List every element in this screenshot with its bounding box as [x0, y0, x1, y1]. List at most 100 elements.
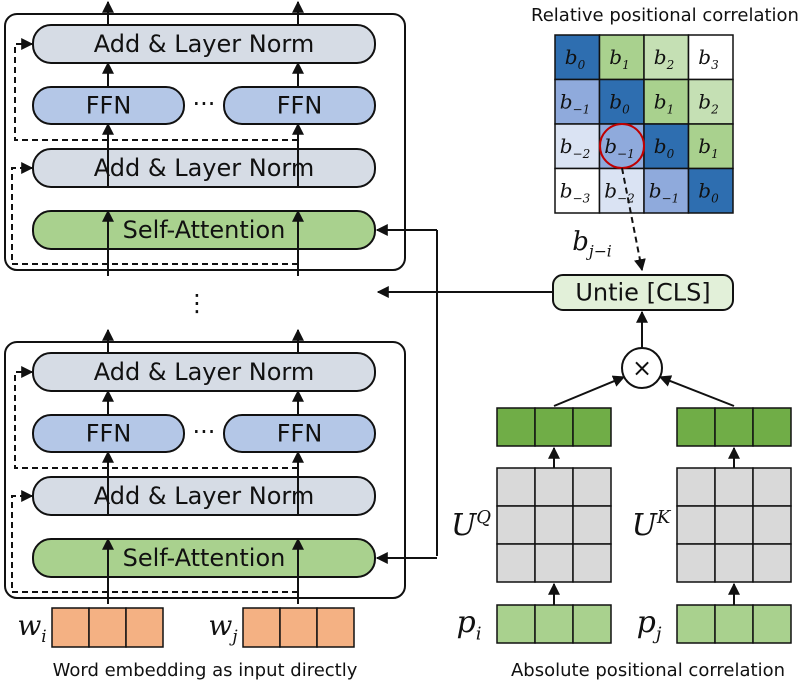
matrix-cell-label-sub: −2	[573, 147, 591, 161]
matrix-cell-label: b−1	[604, 134, 635, 161]
word-j-label-sub: j	[228, 626, 237, 646]
matrix-cell-label-sub: 0	[622, 103, 630, 117]
projected-cell	[676, 407, 716, 447]
ffn-box-label: FFN	[86, 420, 132, 448]
matrix-cell-label: b0	[565, 45, 586, 72]
weight-cell	[572, 543, 612, 583]
key-position-label: pj	[637, 605, 662, 645]
add-norm-top-label: Add & Layer Norm	[94, 358, 314, 386]
weight-cell	[534, 505, 574, 545]
add-norm-bottom: Add & Layer Norm	[32, 476, 376, 516]
matrix-cell-label-base: b	[604, 134, 617, 158]
matrix-cell-label: b−3	[560, 179, 591, 206]
position-cell	[496, 604, 536, 644]
encoder-layer-frame	[4, 13, 406, 271]
matrix-cell-label: b1	[609, 45, 629, 72]
matrix-cell-label: b−2	[604, 179, 635, 206]
key-position-label-base: p	[637, 605, 656, 640]
word-embedding-caption: Word embedding as input directly	[53, 660, 358, 681]
word-j-embedding: wj	[208, 607, 355, 648]
matrix-cell-label-sub: 0	[711, 192, 719, 206]
matrix-cell-label-base: b	[654, 45, 667, 69]
matrix-cell-label-base: b	[698, 134, 711, 158]
matrix-cell-label: b0	[654, 134, 675, 161]
projected-cell	[714, 407, 754, 447]
bias-label-sub: j−i	[586, 243, 612, 261]
ffn-box-label: FFN	[277, 420, 323, 448]
query-weight-label-base: U	[451, 508, 478, 543]
embedding-cell	[242, 607, 281, 648]
add-norm-bottom-label: Add & Layer Norm	[94, 154, 314, 182]
matrix-cell-label: b2	[654, 45, 674, 72]
matrix-cell	[643, 167, 690, 214]
query-to-multiply	[553, 375, 626, 407]
relative-title: Relative positional correlation	[531, 5, 799, 26]
matrix-cell-label-base: b	[649, 179, 662, 203]
encoder-layer-1: Add & Layer Norm FFN FFN ··· Add & Layer Nor…	[4, 0, 437, 276]
weight-cell	[676, 505, 716, 545]
position-cell	[714, 604, 754, 644]
matrix-cell-label-sub: −2	[617, 192, 635, 206]
matrix-cell-label-sub: 1	[622, 58, 630, 72]
multiply-symbol: ×	[632, 354, 652, 382]
key-position-label-sub: j	[652, 624, 662, 645]
matrix-cell-label-base: b	[604, 179, 617, 203]
weight-cell	[752, 505, 792, 545]
untie-cls-box: Untie [CLS]	[552, 274, 734, 311]
key-weight-label-sup: K	[656, 507, 672, 528]
encoder-layer-frame	[4, 341, 406, 599]
matrix-cell-label-sub: 0	[578, 58, 586, 72]
self-attention-box: Self-Attention	[32, 538, 376, 578]
bias-lookup-arrow	[621, 167, 646, 272]
weight-cell	[572, 505, 612, 545]
matrix-cell-label: b0	[698, 179, 719, 206]
weight-cell	[496, 467, 536, 507]
matrix-cell-label-sub: 1	[711, 147, 719, 161]
word-j-label-base: w	[208, 609, 232, 642]
ffn-box-label: FFN	[86, 92, 132, 120]
matrix-cell-label: b1	[654, 90, 674, 117]
matrix-cell-label-base: b	[560, 179, 573, 203]
projected-cell	[572, 407, 612, 447]
matrix-cell-label-sub: −3	[573, 192, 591, 206]
absolute-caption: Absolute positional correlation	[511, 660, 785, 681]
matrix-cell	[598, 34, 645, 81]
weight-cell	[534, 467, 574, 507]
ffn-box: FFN	[223, 86, 376, 125]
word-i-label-base: w	[17, 609, 41, 642]
matrix-cell-label-base: b	[698, 45, 711, 69]
matrix-cell-label-base: b	[565, 45, 578, 69]
ffn-box: FFN	[32, 86, 185, 125]
matrix-cell-label: b1	[698, 134, 718, 161]
residual-connection	[14, 38, 298, 141]
position-cell	[676, 604, 716, 644]
embedding-cell	[125, 607, 164, 648]
residual-connection	[14, 366, 298, 469]
ffn-ellipsis: ···	[193, 418, 216, 446]
key-weight-label-base: U	[632, 508, 659, 543]
ffn-ellipsis: ···	[193, 90, 216, 118]
add-norm-bottom-label: Add & Layer Norm	[94, 482, 314, 510]
matrix-cell	[554, 167, 601, 214]
word-j-label: wj	[208, 609, 237, 646]
matrix-cell-label-base: b	[560, 134, 573, 158]
matrix-cell-label-base: b	[609, 90, 622, 114]
weight-cell	[752, 543, 792, 583]
matrix-cell-label: b−1	[649, 179, 680, 206]
matrix-cell	[598, 167, 645, 214]
weight-cell	[496, 505, 536, 545]
embedding-cell	[88, 607, 127, 648]
matrix-cell-label: b3	[698, 45, 719, 72]
untie-cls-box-label: Untie [CLS]	[575, 279, 710, 307]
weight-cell	[496, 543, 536, 583]
weight-cell	[714, 467, 754, 507]
self-attention-box-shape	[32, 210, 376, 250]
add-norm-top: Add & Layer Norm	[32, 24, 376, 64]
matrix-cell-label-base: b	[609, 45, 622, 69]
projected-cell	[534, 407, 574, 447]
self-attention-box-label: Self-Attention	[123, 216, 286, 244]
relative-position-matrix: b0 b1 b2 b3b−1 b0 b1 b2b−2 b−1 b0 b1b−3 b−2 b−1 b0	[554, 34, 734, 214]
